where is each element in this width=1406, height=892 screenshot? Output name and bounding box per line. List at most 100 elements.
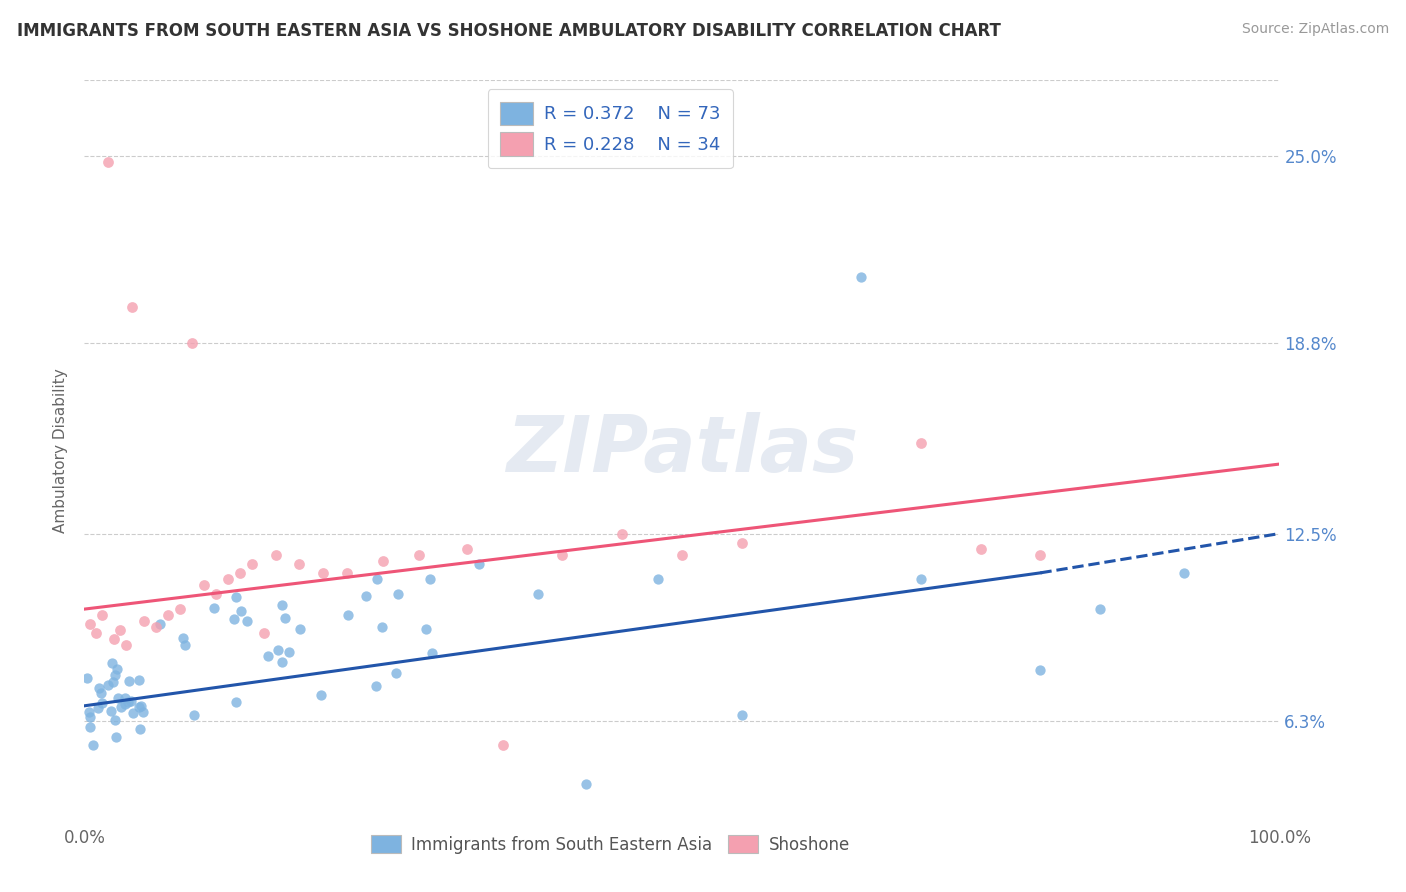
Point: [128, 700, 150, 714]
Point: [910, 572, 932, 586]
Point: [468, 557, 491, 571]
Point: [364, 680, 387, 694]
Point: [271, 655, 294, 669]
Point: [117, 695, 139, 709]
Point: [91, 608, 114, 623]
Point: [132, 705, 155, 719]
Text: Source: ZipAtlas.com: Source: ZipAtlas.com: [1241, 22, 1389, 37]
Point: [415, 622, 437, 636]
Point: [671, 548, 693, 562]
Point: [309, 688, 332, 702]
Point: [193, 578, 215, 592]
Point: [90, 686, 112, 700]
Point: [290, 622, 312, 636]
Text: ZIPatlas: ZIPatlas: [506, 412, 858, 489]
Y-axis label: Ambulatory Disability: Ambulatory Disability: [53, 368, 69, 533]
Point: [79, 719, 101, 733]
Point: [174, 638, 197, 652]
Point: [87, 700, 110, 714]
Point: [354, 589, 377, 603]
Point: [149, 616, 172, 631]
Point: [373, 554, 395, 568]
Point: [312, 566, 335, 580]
Point: [202, 600, 225, 615]
Point: [205, 587, 228, 601]
Point: [527, 587, 550, 601]
Point: [217, 572, 239, 586]
Point: [129, 722, 152, 736]
Point: [731, 707, 754, 722]
Point: [181, 336, 204, 351]
Point: [236, 615, 259, 629]
Point: [103, 632, 125, 647]
Point: [82, 738, 104, 752]
Point: [288, 557, 311, 571]
Point: [387, 587, 409, 601]
Point: [183, 708, 205, 723]
Point: [91, 697, 114, 711]
Point: [278, 645, 301, 659]
Point: [366, 572, 388, 586]
Point: [612, 526, 634, 541]
Point: [145, 620, 167, 634]
Point: [114, 690, 136, 705]
Point: [229, 566, 252, 580]
Point: [731, 535, 754, 549]
Point: [225, 695, 247, 709]
Point: [129, 699, 152, 714]
Point: [267, 642, 290, 657]
Point: [1029, 548, 1052, 562]
Point: [422, 646, 444, 660]
Point: [270, 598, 292, 612]
Point: [101, 656, 124, 670]
Point: [575, 777, 598, 791]
Point: [79, 617, 101, 632]
Point: [115, 639, 138, 653]
Point: [104, 713, 127, 727]
Point: [114, 697, 136, 711]
Point: [76, 671, 98, 685]
Point: [253, 626, 276, 640]
Point: [87, 681, 110, 695]
Legend: Immigrants from South Eastern Asia, Shoshone: Immigrants from South Eastern Asia, Shos…: [364, 829, 856, 861]
Point: [551, 548, 574, 562]
Point: [79, 705, 101, 719]
Point: [384, 665, 406, 680]
Point: [86, 626, 108, 640]
Point: [970, 541, 993, 556]
Point: [110, 699, 132, 714]
Point: [97, 678, 120, 692]
Point: [337, 608, 360, 623]
Point: [492, 738, 515, 752]
Point: [240, 557, 263, 571]
Point: [128, 673, 150, 687]
Point: [1029, 663, 1052, 677]
Point: [222, 612, 245, 626]
Point: [100, 704, 122, 718]
Point: [910, 436, 932, 450]
Point: [101, 675, 124, 690]
Point: [408, 548, 430, 562]
Point: [121, 300, 143, 314]
Point: [1173, 566, 1195, 580]
Point: [105, 662, 128, 676]
Point: [157, 608, 180, 623]
Point: [110, 624, 132, 638]
Point: [97, 154, 120, 169]
Point: [274, 611, 297, 625]
Point: [851, 269, 873, 284]
Point: [107, 690, 129, 705]
Point: [104, 668, 127, 682]
Point: [118, 673, 141, 688]
Point: [132, 614, 156, 628]
Point: [257, 648, 280, 663]
Point: [172, 631, 194, 645]
Point: [419, 572, 441, 586]
Point: [121, 706, 143, 720]
Point: [225, 591, 247, 605]
Point: [647, 572, 669, 586]
Point: [264, 548, 287, 562]
Point: [229, 604, 252, 618]
Point: [105, 730, 128, 744]
Point: [371, 620, 394, 634]
